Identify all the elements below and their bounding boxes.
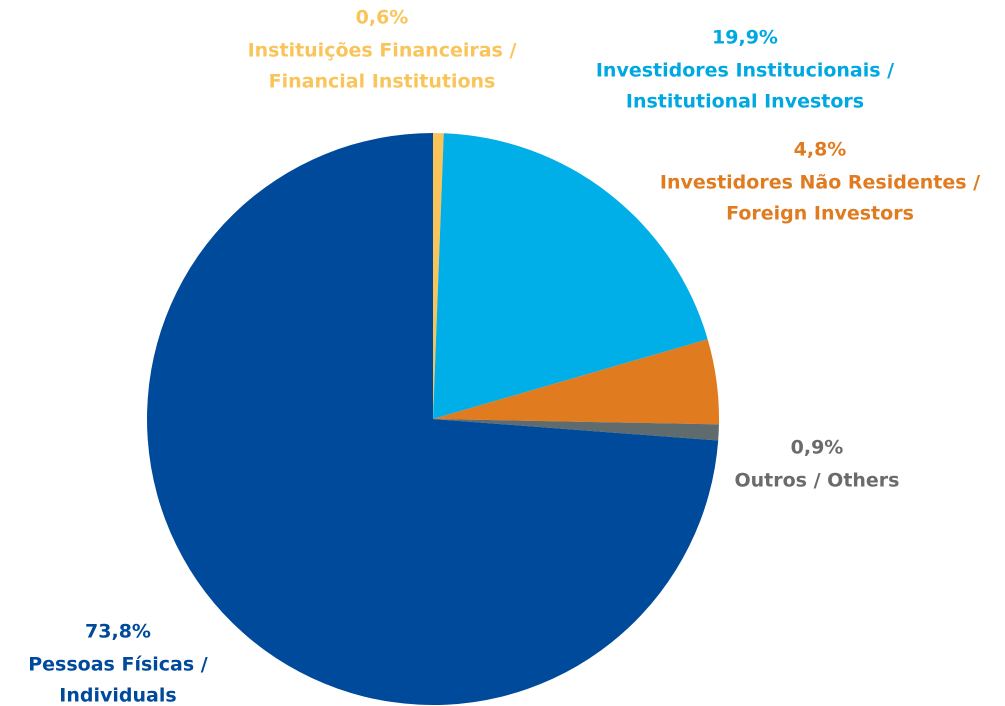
pie-slice bbox=[433, 133, 708, 419]
pie-slice bbox=[146, 133, 719, 705]
pie-slice bbox=[433, 133, 444, 419]
category-label: Institutional Investors bbox=[626, 91, 864, 113]
category-label: Financial Institutions bbox=[269, 71, 496, 93]
value-label: 19,9% bbox=[712, 27, 778, 49]
value-label: 4,8% bbox=[794, 139, 847, 161]
pie-slice bbox=[433, 419, 719, 441]
category-label: Investidores Institucionais / bbox=[596, 60, 894, 82]
category-label: Investidores Não Residentes / bbox=[660, 172, 980, 194]
category-label: Outros / Others bbox=[735, 470, 900, 492]
category-label: Pessoas Físicas / bbox=[28, 654, 208, 676]
value-label: 73,8% bbox=[85, 621, 151, 643]
category-label: Instituições Financeiras / bbox=[248, 40, 517, 62]
value-label: 0,9% bbox=[791, 437, 844, 459]
pie-slice bbox=[433, 339, 719, 425]
category-label: Foreign Investors bbox=[726, 203, 914, 225]
value-label: 0,6% bbox=[356, 7, 409, 29]
category-label: Individuals bbox=[59, 685, 176, 706]
